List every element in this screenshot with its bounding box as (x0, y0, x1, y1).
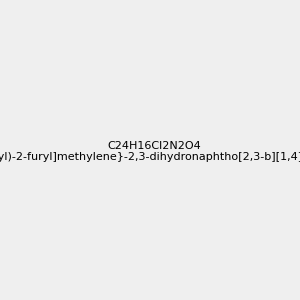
Text: C24H16Cl2N2O4
N'-{[5-(3,4-dichlorophenyl)-2-furyl]methylene}-2,3-dihydronaphtho[: C24H16Cl2N2O4 N'-{[5-(3,4-dichlorophenyl… (0, 141, 300, 162)
